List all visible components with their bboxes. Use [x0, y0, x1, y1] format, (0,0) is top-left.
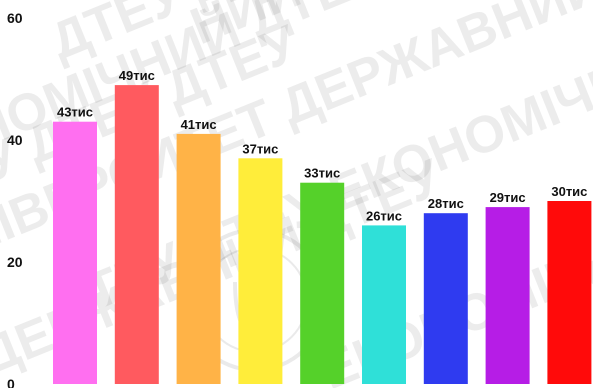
bar — [547, 201, 592, 384]
y-axis: 0 20 40 60 — [7, 10, 23, 388]
bars — [53, 85, 592, 384]
data-label: 41тис — [181, 117, 217, 132]
data-label: 49тис — [119, 68, 155, 83]
bar — [362, 225, 406, 384]
data-label: 29тис — [490, 190, 526, 205]
y-tick-label: 0 — [7, 376, 15, 388]
bar — [423, 213, 468, 384]
data-label: 26тис — [366, 208, 402, 223]
bar — [485, 207, 530, 384]
bar — [238, 158, 283, 384]
bar — [53, 121, 97, 384]
data-label: 37тис — [242, 141, 278, 156]
y-tick-label: 60 — [7, 10, 23, 26]
y-tick-label: 20 — [7, 254, 23, 270]
bar — [300, 182, 345, 384]
data-label: 43тис — [57, 105, 93, 120]
y-tick-label: 40 — [7, 132, 23, 148]
data-label: 33тис — [304, 166, 340, 181]
data-label: 28тис — [428, 196, 464, 211]
data-label: 30тис — [551, 184, 587, 199]
data-labels: 43тис 49тис 41тис 37тис 33тис 26тис 28тис 29тис… — [57, 68, 587, 223]
bar — [176, 133, 221, 384]
bar — [114, 85, 159, 384]
